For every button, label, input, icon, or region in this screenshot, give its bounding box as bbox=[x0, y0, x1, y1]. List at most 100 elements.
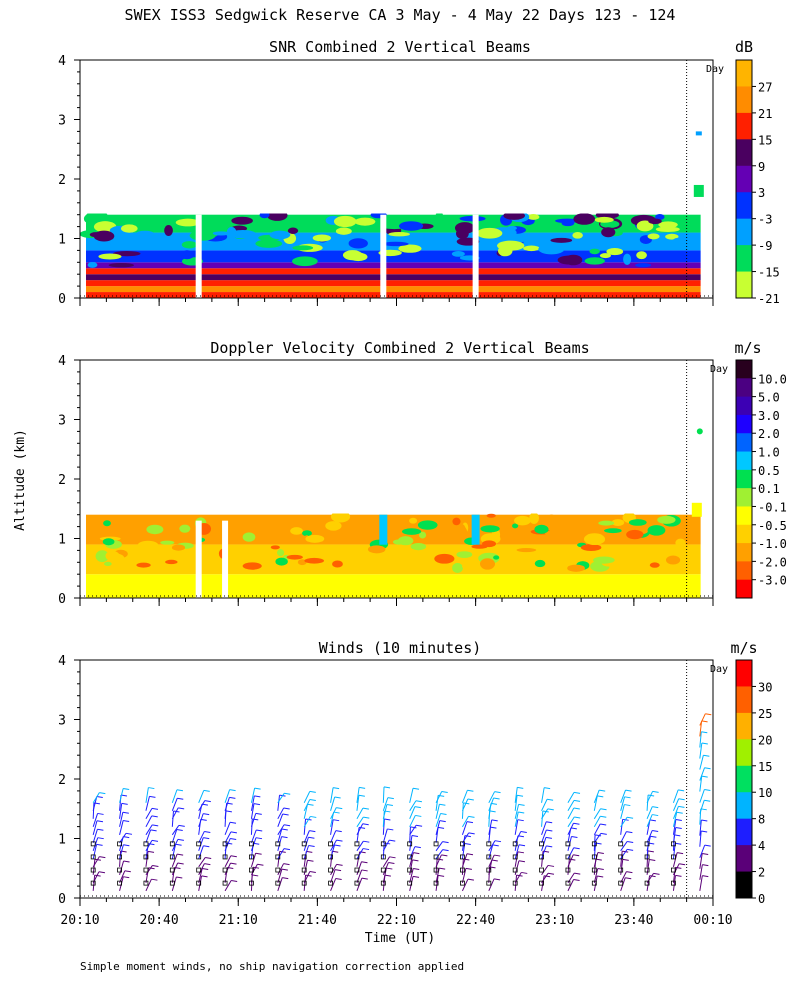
snr-texture bbox=[229, 229, 257, 239]
calm-marker bbox=[169, 880, 175, 886]
calm-marker bbox=[644, 841, 650, 847]
calm-marker bbox=[196, 841, 202, 847]
wind-barb-flag bbox=[518, 803, 525, 806]
wind-barb bbox=[541, 808, 549, 820]
wind-barb-flag bbox=[203, 789, 210, 792]
snr-texture bbox=[255, 239, 283, 248]
wind-barb-flag bbox=[599, 789, 606, 792]
wind-barb-flag bbox=[123, 876, 130, 879]
wind-barb bbox=[224, 880, 232, 892]
wind-barb-flag bbox=[701, 830, 708, 833]
wind-barb-flag bbox=[440, 813, 447, 816]
doppler-texture bbox=[604, 528, 622, 534]
wind-barb bbox=[119, 844, 124, 859]
wind-barb bbox=[593, 868, 599, 883]
wind-barb bbox=[699, 742, 703, 759]
snr-texture bbox=[665, 233, 679, 240]
wind-barb bbox=[145, 787, 149, 803]
wind-barb-flag bbox=[546, 821, 553, 824]
snr-layer bbox=[86, 268, 701, 275]
calm-marker bbox=[591, 867, 597, 873]
wind-barb-flag bbox=[701, 775, 708, 778]
wind-barb bbox=[462, 816, 469, 828]
wind-barb-flag bbox=[701, 731, 708, 734]
snr-texture bbox=[312, 234, 332, 242]
wind-barb bbox=[435, 875, 439, 891]
doppler-texture bbox=[302, 530, 312, 537]
wind-barb-flag bbox=[573, 854, 580, 857]
wind-barb-flag bbox=[704, 844, 711, 847]
wind-barb bbox=[92, 829, 98, 843]
wind-barb-flag bbox=[309, 798, 316, 801]
wind-barb-flag bbox=[151, 807, 159, 810]
calm-marker bbox=[196, 867, 202, 873]
doppler-texture bbox=[104, 561, 112, 566]
wind-barb bbox=[277, 828, 283, 843]
calm-marker bbox=[407, 867, 413, 873]
doppler-texture bbox=[626, 529, 644, 540]
wind-barb bbox=[145, 808, 153, 820]
doppler-texture bbox=[171, 544, 186, 551]
calm-marker bbox=[169, 854, 175, 860]
wind-barb-flag bbox=[254, 787, 261, 790]
calm-marker bbox=[249, 841, 254, 847]
wind-barb-flag bbox=[652, 790, 659, 793]
calm-marker bbox=[117, 841, 122, 847]
snr-texture bbox=[589, 248, 600, 255]
wind-barb-flag bbox=[178, 824, 185, 827]
wind-barb-flag bbox=[334, 869, 342, 872]
doppler-texture bbox=[397, 536, 414, 546]
x-tick-label: 22:40 bbox=[456, 913, 495, 928]
wind-barb-flag bbox=[702, 864, 709, 867]
wind-barb-flag bbox=[571, 835, 578, 838]
calm-marker bbox=[222, 867, 228, 873]
wind-barb bbox=[303, 875, 307, 891]
winds-title: Winds (10 minutes) bbox=[319, 639, 482, 657]
winds-frame bbox=[79, 659, 714, 899]
snr-late bbox=[695, 131, 702, 136]
wind-barb bbox=[435, 795, 439, 811]
colorbar-label: 0 bbox=[758, 892, 765, 906]
wind-barb bbox=[461, 821, 468, 835]
snr-texture bbox=[113, 251, 141, 257]
wind-barb bbox=[92, 859, 96, 875]
calm-marker bbox=[433, 841, 439, 847]
y-tick-label: 3 bbox=[58, 114, 66, 129]
wind-barb-flag bbox=[546, 829, 553, 832]
wind-barb bbox=[330, 864, 338, 876]
doppler-texture bbox=[305, 534, 325, 543]
calm-marker bbox=[407, 854, 413, 860]
wind-barb-flag bbox=[600, 832, 607, 835]
wind-barb-flag bbox=[97, 828, 104, 831]
wind-barb-flag bbox=[468, 832, 475, 835]
doppler-texture bbox=[342, 559, 362, 564]
wind-barb-flag bbox=[518, 844, 526, 847]
wind-barb bbox=[620, 819, 624, 835]
snr-texture bbox=[179, 250, 195, 260]
colorbar-swatch bbox=[736, 360, 752, 379]
winds-axes: 0 1 2 3 4 bbox=[58, 654, 714, 907]
wind-barb bbox=[198, 800, 206, 812]
colorbar-swatch bbox=[736, 660, 752, 687]
snr-texture bbox=[636, 251, 647, 260]
wind-barb-flag bbox=[283, 848, 291, 851]
doppler-texture bbox=[493, 555, 500, 560]
wind-barb bbox=[672, 827, 677, 843]
wind-barb-flag bbox=[334, 844, 341, 847]
y-tick-label: 3 bbox=[58, 414, 66, 429]
wind-barb-flag bbox=[521, 871, 528, 874]
wind-barb bbox=[435, 854, 442, 868]
wind-barb bbox=[672, 806, 679, 819]
doppler-texture bbox=[290, 527, 303, 535]
doppler-texture bbox=[510, 532, 527, 544]
wind-barb bbox=[356, 848, 364, 860]
snr-texture bbox=[497, 245, 513, 257]
calm-marker bbox=[618, 867, 624, 873]
snr-texture bbox=[503, 211, 525, 220]
wind-barb-flag bbox=[252, 866, 260, 869]
doppler-texture bbox=[242, 562, 262, 570]
wind-barb-flag bbox=[358, 826, 366, 829]
colorbar-swatch bbox=[736, 396, 752, 416]
wind-barb-flag bbox=[704, 799, 711, 802]
